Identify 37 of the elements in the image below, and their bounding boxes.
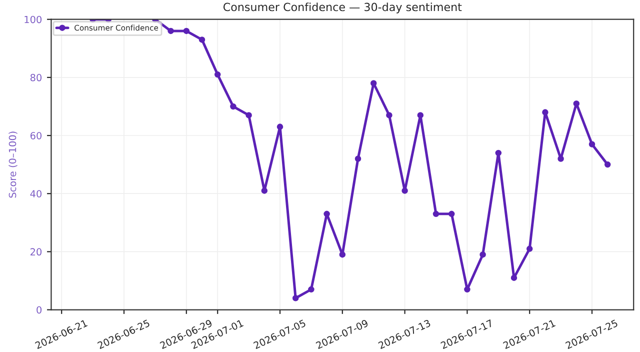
point — [308, 286, 314, 293]
point — [354, 156, 362, 162]
point — [276, 124, 284, 130]
point — [230, 103, 236, 110]
point — [386, 112, 392, 118]
y-tick-label: 60 — [30, 132, 42, 140]
y-tick-label: 80 — [30, 74, 42, 82]
point — [604, 161, 611, 168]
chart-title: Consumer Confidence — 30-day sentiment — [223, 2, 462, 14]
point — [324, 210, 330, 218]
y-axis-title: Score (0–100) — [8, 132, 18, 198]
point — [246, 112, 252, 118]
point — [339, 251, 346, 258]
point — [558, 156, 564, 162]
point — [480, 251, 486, 258]
point — [261, 188, 268, 194]
point — [417, 112, 424, 118]
point — [370, 80, 377, 86]
point — [402, 188, 408, 194]
y-tick-label: 40 — [30, 190, 42, 198]
point — [198, 36, 206, 43]
point — [432, 210, 440, 218]
point — [183, 28, 190, 34]
point — [168, 28, 174, 34]
point — [464, 286, 470, 293]
point — [510, 274, 518, 281]
point — [588, 141, 596, 148]
point — [292, 295, 299, 302]
point — [495, 150, 502, 156]
point — [542, 109, 548, 116]
point — [448, 210, 455, 218]
y-tick-label: 0 — [36, 306, 42, 314]
y-tick-label: 20 — [30, 248, 42, 256]
point — [526, 246, 533, 252]
point — [573, 100, 580, 107]
y-tick-label: 100 — [24, 16, 42, 24]
point — [214, 71, 221, 78]
